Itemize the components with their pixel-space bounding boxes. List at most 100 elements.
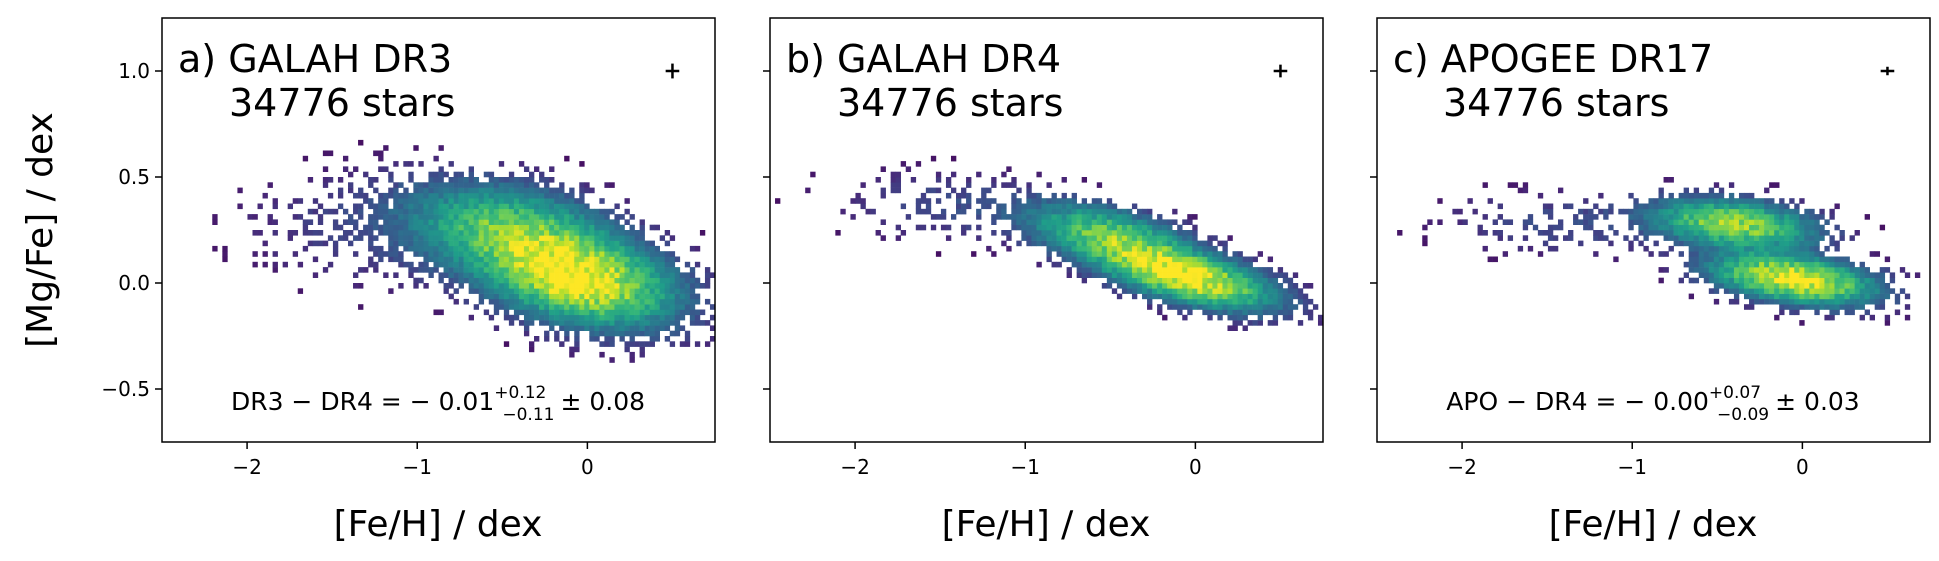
- heatmap-cell: [534, 251, 540, 257]
- heatmap-cell: [614, 214, 620, 220]
- heatmap-cell: [1162, 267, 1168, 273]
- heatmap-cell: [458, 283, 464, 289]
- heatmap-cell: [448, 261, 454, 268]
- heatmap-cell: [544, 256, 550, 263]
- heatmap-cell: [594, 283, 600, 289]
- heatmap-cell: [624, 346, 630, 353]
- heatmap-cell: [654, 267, 660, 273]
- heatmap-cell: [544, 219, 550, 225]
- heatmap-cell: [1192, 304, 1198, 310]
- heatmap-cell: [1718, 224, 1725, 231]
- heatmap-cell: [1066, 235, 1072, 241]
- heatmap-cell: [549, 298, 555, 305]
- heatmap-cell: [428, 267, 434, 273]
- heatmap-cell: [669, 293, 676, 300]
- heatmap-cell: [589, 314, 595, 321]
- heatmap-cell: [579, 208, 585, 215]
- heatmap-cell: [327, 192, 334, 199]
- heatmap-cell: [1743, 219, 1750, 225]
- heatmap-cell: [584, 208, 590, 215]
- heatmap-cell: [1277, 288, 1284, 294]
- heatmap-cell: [408, 177, 414, 183]
- heatmap-cell: [986, 203, 992, 210]
- heatmap-cell: [895, 224, 902, 231]
- heatmap-cell: [664, 230, 671, 236]
- heatmap-cell: [589, 320, 595, 326]
- heatmap-cell: [604, 272, 610, 278]
- heatmap-cell: [1031, 214, 1037, 220]
- heatmap-cell: [1638, 214, 1644, 220]
- heatmap-cell: [1452, 208, 1458, 215]
- heatmap-cell: [528, 346, 535, 353]
- heatmap-cell: [534, 277, 540, 284]
- heatmap-cell: [554, 336, 560, 342]
- heatmap-cell: [549, 240, 555, 247]
- heatmap-cell: [950, 155, 957, 162]
- heatmap-cell: [423, 235, 429, 241]
- heatmap-cell: [639, 235, 645, 241]
- heatmap-cell: [1698, 256, 1705, 263]
- heatmap-cell: [1136, 272, 1143, 278]
- heatmap-cell: [1081, 251, 1088, 257]
- heatmap-cell: [1708, 208, 1715, 215]
- heatmap-cell: [1207, 288, 1213, 294]
- heatmap-cell: [413, 245, 419, 252]
- heatmap-cell: [1136, 251, 1143, 257]
- heatmap-cell: [1157, 272, 1163, 278]
- heatmap-cell: [488, 251, 495, 257]
- heatmap-cell: [684, 330, 691, 337]
- heatmap-cell: [609, 277, 615, 284]
- heatmap-cell: [639, 320, 645, 326]
- heatmap-cell: [1749, 261, 1755, 268]
- heatmap-cell: [282, 261, 288, 268]
- heatmap-cell: [1749, 192, 1755, 199]
- heatmap-cell: [1041, 235, 1047, 241]
- heatmap-cell: [1713, 214, 1720, 220]
- heatmap-cell: [1222, 261, 1228, 268]
- heatmap-cell: [1834, 224, 1840, 231]
- heatmap-cell: [1713, 203, 1720, 210]
- heatmap-cell: [1547, 235, 1554, 241]
- heatmap-cell: [1081, 267, 1088, 273]
- heatmap-cell: [1011, 177, 1017, 183]
- heatmap-cell: [1182, 288, 1188, 294]
- heatmap-cell: [1557, 219, 1564, 225]
- heatmap-cell: [1688, 240, 1695, 247]
- heatmap-cell: [1759, 230, 1765, 236]
- heatmap-cell: [584, 230, 590, 236]
- heatmap-cell: [1904, 304, 1911, 310]
- heatmap-cell: [358, 187, 364, 194]
- heatmap-cell: [564, 320, 570, 326]
- heatmap-cell: [1081, 245, 1088, 252]
- heatmap-cell: [1272, 309, 1279, 316]
- heatmap-cell: [634, 314, 640, 321]
- heatmap-cell: [1101, 240, 1108, 247]
- heatmap-cell: [368, 261, 374, 268]
- heatmap-cell: [448, 256, 454, 263]
- annotation-c-suffix: ± 0.03: [1775, 387, 1860, 416]
- x-tick-label: −1: [402, 455, 431, 479]
- heatmap-cell: [483, 219, 490, 225]
- annotation-c-sup: +0.07: [1709, 383, 1761, 403]
- heatmap-cell: [1086, 230, 1093, 236]
- heatmap-cell: [1814, 309, 1820, 316]
- heatmap-cell: [252, 230, 258, 236]
- heatmap-cell: [1733, 261, 1740, 268]
- heatmap-cell: [1177, 277, 1183, 284]
- heatmap-cell: [1252, 283, 1258, 289]
- heatmap-cell: [1789, 224, 1795, 231]
- heatmap-cell: [1232, 283, 1238, 289]
- heatmap-cell: [534, 283, 540, 289]
- heatmap-cell: [1187, 240, 1193, 247]
- heatmap-cell: [1252, 288, 1258, 294]
- heatmap-cell: [418, 208, 424, 215]
- heatmap-cell: [1066, 230, 1072, 236]
- heatmap-cell: [534, 298, 540, 305]
- heatmap-cell: [679, 293, 686, 300]
- heatmap-cell: [252, 261, 258, 268]
- heatmap-cell: [1754, 208, 1760, 215]
- heatmap-cell: [468, 267, 474, 273]
- heatmap-cell: [513, 277, 520, 284]
- heatmap-cell: [1824, 277, 1830, 284]
- heatmap-cell: [1267, 277, 1274, 284]
